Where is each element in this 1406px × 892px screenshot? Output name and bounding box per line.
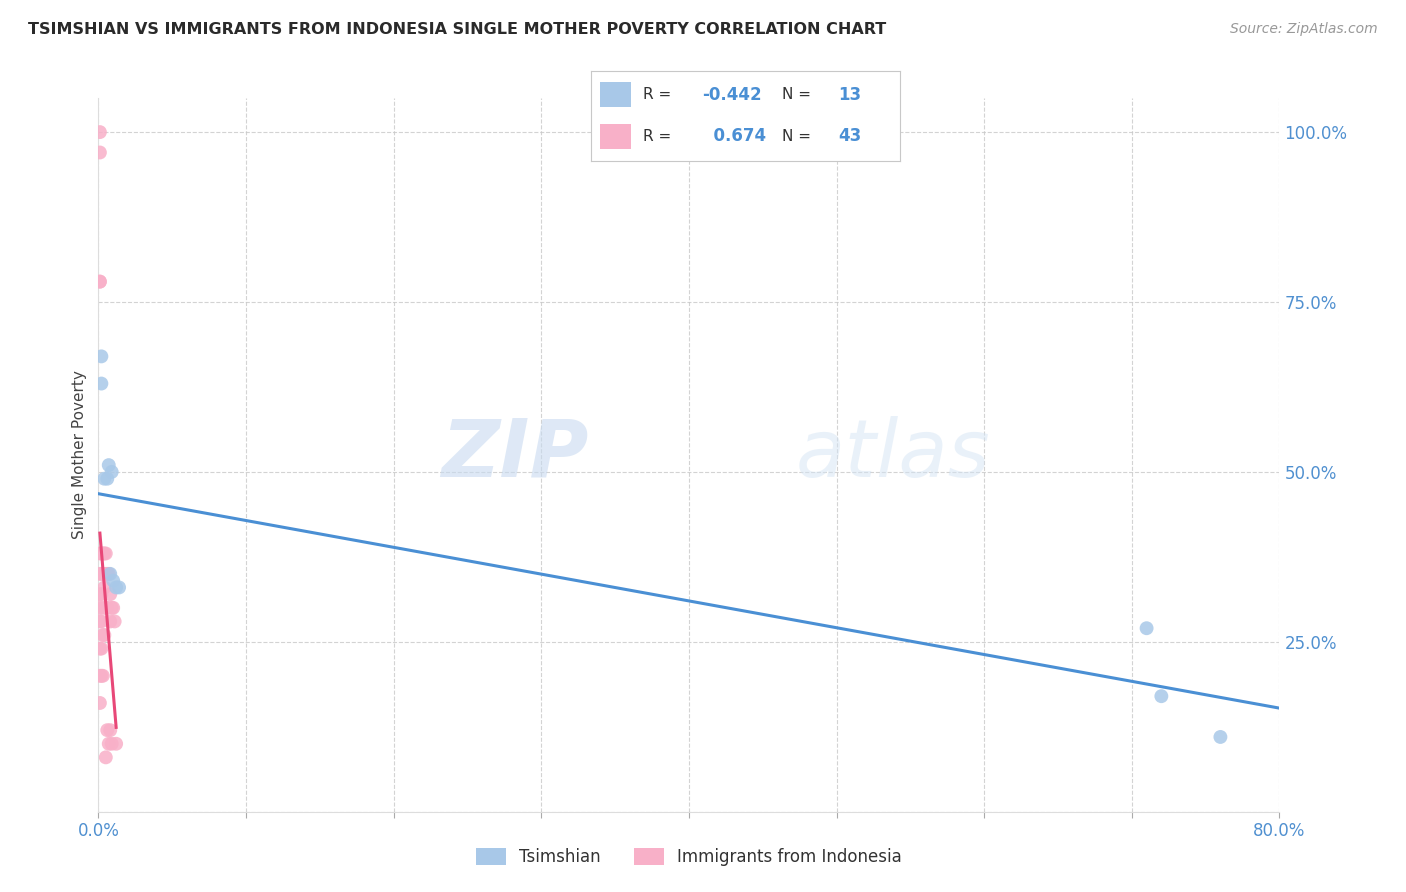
Text: 43: 43 <box>838 128 862 145</box>
Point <box>103 600 125 615</box>
Point <box>105 737 128 751</box>
FancyBboxPatch shape <box>600 82 631 107</box>
Text: N =: N = <box>782 87 811 102</box>
Point <box>89 546 111 560</box>
Point <box>98 587 121 601</box>
Point <box>90 641 112 656</box>
Text: R =: R = <box>643 129 671 144</box>
Point <box>93 628 115 642</box>
Point <box>105 581 128 595</box>
Text: TSIMSHIAN VS IMMIGRANTS FROM INDONESIA SINGLE MOTHER POVERTY CORRELATION CHART: TSIMSHIAN VS IMMIGRANTS FROM INDONESIA S… <box>28 22 886 37</box>
Point <box>98 723 121 738</box>
Point <box>89 145 111 160</box>
Point <box>91 628 114 642</box>
Point <box>1135 621 1157 635</box>
Point <box>98 566 121 581</box>
Point <box>94 600 117 615</box>
Point <box>100 600 122 615</box>
Text: ZIP: ZIP <box>441 416 589 494</box>
Point <box>89 641 111 656</box>
Text: atlas: atlas <box>796 416 990 494</box>
Point <box>98 615 121 629</box>
Point <box>90 546 112 560</box>
Point <box>90 376 112 391</box>
Point <box>96 723 118 738</box>
Point <box>100 465 122 479</box>
Point <box>89 696 111 710</box>
Point <box>89 669 111 683</box>
Y-axis label: Single Mother Poverty: Single Mother Poverty <box>72 370 87 540</box>
FancyBboxPatch shape <box>600 124 631 149</box>
Point <box>93 472 115 486</box>
Point <box>97 566 120 581</box>
Point <box>90 350 112 364</box>
Point <box>89 600 111 615</box>
Point <box>97 737 120 751</box>
Point <box>94 566 117 581</box>
Text: -0.442: -0.442 <box>702 86 762 103</box>
Point <box>100 737 122 751</box>
Point <box>1150 689 1173 703</box>
Point <box>89 125 111 139</box>
Point <box>96 600 118 615</box>
Point <box>94 546 117 560</box>
Point <box>90 615 112 629</box>
Point <box>89 275 111 289</box>
Point <box>94 750 117 764</box>
Point <box>91 669 114 683</box>
Point <box>90 669 112 683</box>
Point <box>90 566 112 581</box>
Text: 0.674: 0.674 <box>702 128 766 145</box>
Point <box>104 615 127 629</box>
Point <box>91 546 114 560</box>
Point <box>91 566 114 581</box>
Point <box>103 574 125 588</box>
Point <box>96 566 118 581</box>
Point <box>90 587 112 601</box>
Point <box>89 275 111 289</box>
Point <box>1209 730 1232 744</box>
Point <box>93 546 115 560</box>
Point <box>96 472 118 486</box>
Point <box>89 587 111 601</box>
Point <box>89 615 111 629</box>
Point <box>97 458 120 472</box>
Legend: Tsimshian, Immigrants from Indonesia: Tsimshian, Immigrants from Indonesia <box>467 840 911 875</box>
Point <box>91 600 114 615</box>
Point <box>89 566 111 581</box>
Text: N =: N = <box>782 129 811 144</box>
Text: 13: 13 <box>838 86 860 103</box>
Point <box>93 581 115 595</box>
Text: R =: R = <box>643 87 671 102</box>
Point <box>108 581 131 595</box>
Text: Source: ZipAtlas.com: Source: ZipAtlas.com <box>1230 22 1378 37</box>
